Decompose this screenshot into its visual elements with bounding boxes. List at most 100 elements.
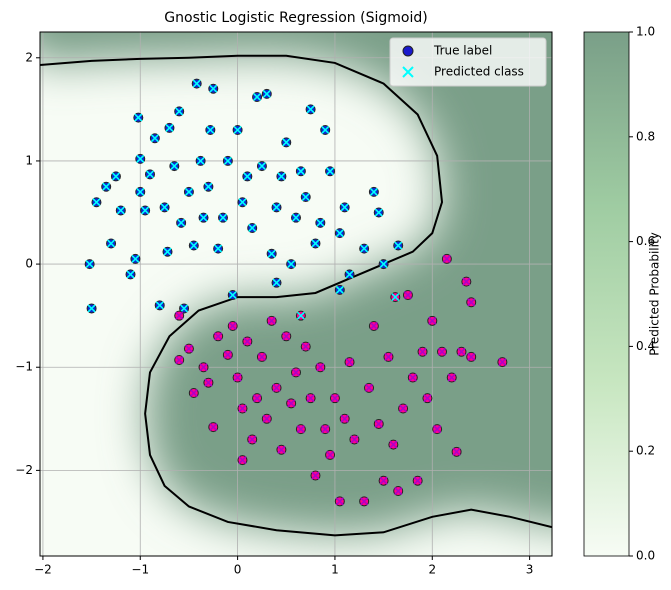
predicted-class-marker bbox=[301, 192, 310, 202]
colorbar bbox=[583, 31, 630, 557]
predicted-class-marker bbox=[243, 337, 252, 346]
legend-label: Predicted class bbox=[434, 65, 524, 79]
predicted-class-marker bbox=[413, 476, 422, 485]
predicted-class-marker bbox=[175, 355, 184, 365]
predicted-class-marker bbox=[145, 170, 155, 179]
predicted-class-marker bbox=[282, 138, 291, 147]
legend-marker bbox=[402, 45, 414, 57]
predicted-class-marker bbox=[326, 167, 335, 176]
predicted-class-marker bbox=[177, 218, 186, 227]
colorbar-tick-label: 0.6 bbox=[636, 234, 655, 248]
predicted-class-marker bbox=[192, 79, 201, 88]
predicted-class-marker bbox=[364, 383, 374, 392]
predicted-class-marker bbox=[223, 350, 232, 359]
predicted-class-marker bbox=[87, 304, 96, 313]
predicted-class-marker bbox=[306, 394, 315, 403]
predicted-class-marker bbox=[248, 435, 257, 444]
legend-box bbox=[389, 37, 547, 87]
predicted-class-marker bbox=[447, 373, 456, 382]
predicted-class-marker bbox=[238, 456, 247, 465]
predicted-class-marker bbox=[134, 113, 143, 122]
predicted-class-marker bbox=[262, 414, 271, 423]
predicted-class-marker bbox=[184, 187, 193, 196]
predicted-class-marker bbox=[403, 290, 413, 300]
predicted-class-marker bbox=[204, 378, 213, 387]
predicted-class-marker bbox=[262, 89, 271, 98]
predicted-class-marker bbox=[391, 293, 400, 302]
predicted-class-marker bbox=[170, 162, 179, 171]
predicted-class-marker bbox=[163, 247, 172, 256]
predicted-class-marker bbox=[287, 260, 296, 269]
predicted-class-marker bbox=[136, 154, 145, 163]
predicted-class-marker bbox=[374, 419, 383, 429]
predicted-class-marker bbox=[457, 347, 466, 356]
predicted-class-marker bbox=[233, 373, 242, 382]
predicted-class-marker bbox=[282, 332, 291, 341]
predicted-class-marker bbox=[467, 352, 476, 361]
predicted-class-marker bbox=[311, 471, 320, 480]
predicted-class-marker bbox=[394, 241, 403, 250]
predicted-class-marker bbox=[498, 358, 507, 367]
predicted-class-marker bbox=[85, 260, 94, 269]
predicted-class-marker bbox=[433, 425, 442, 434]
predicted-class-marker bbox=[330, 394, 340, 403]
predicted-class-marker bbox=[141, 206, 150, 215]
predicted-class-marker bbox=[296, 425, 305, 434]
predicted-class-marker bbox=[257, 162, 266, 171]
predicted-class-marker bbox=[204, 182, 213, 191]
probability-field bbox=[40, 32, 552, 536]
predicted-class-marker bbox=[316, 218, 325, 227]
predicted-class-marker bbox=[379, 476, 388, 485]
predicted-class-marker bbox=[136, 187, 145, 196]
predicted-class-marker bbox=[165, 123, 174, 132]
predicted-class-marker bbox=[223, 156, 232, 166]
predicted-class-marker bbox=[243, 172, 252, 181]
predicted-class-marker bbox=[462, 277, 471, 286]
y-tick-label: 2 bbox=[25, 50, 33, 64]
predicted-class-marker bbox=[291, 213, 301, 222]
predicted-class-marker bbox=[291, 368, 301, 377]
predicted-class-marker bbox=[379, 260, 388, 269]
predicted-class-marker bbox=[321, 125, 330, 135]
colorbar-tick-label: 0.4 bbox=[636, 339, 655, 353]
predicted-class-marker bbox=[228, 321, 237, 331]
chart-title: Gnostic Logistic Regression (Sigmoid) bbox=[164, 10, 427, 26]
predicted-class-marker bbox=[218, 213, 228, 222]
predicted-class-marker bbox=[175, 107, 184, 116]
predicted-class-marker bbox=[326, 450, 335, 459]
legend-label: True label bbox=[433, 44, 492, 58]
predicted-class-marker bbox=[418, 347, 427, 356]
x-tick-label: −1 bbox=[131, 563, 149, 577]
predicted-class-marker bbox=[175, 311, 184, 320]
predicted-class-marker bbox=[92, 198, 101, 207]
predicted-class-marker bbox=[340, 203, 349, 212]
predicted-class-marker bbox=[189, 241, 198, 250]
predicted-class-marker bbox=[369, 321, 378, 331]
y-tick-label: 0 bbox=[25, 257, 33, 271]
predicted-class-marker bbox=[106, 239, 116, 248]
predicted-class-marker bbox=[360, 244, 369, 253]
predicted-class-marker bbox=[311, 239, 320, 248]
predicted-class-marker bbox=[126, 270, 135, 279]
predicted-class-marker bbox=[214, 332, 223, 341]
predicted-class-marker bbox=[384, 352, 393, 361]
predicted-class-marker bbox=[316, 363, 325, 372]
predicted-class-marker bbox=[335, 229, 344, 238]
predicted-class-marker bbox=[408, 373, 417, 382]
x-tick-label: 0 bbox=[234, 563, 242, 577]
predicted-class-marker bbox=[350, 435, 359, 444]
predicted-class-marker bbox=[209, 84, 218, 93]
predicted-class-marker bbox=[369, 187, 378, 196]
predicted-class-marker bbox=[111, 172, 120, 181]
predicted-class-marker bbox=[233, 125, 242, 135]
predicted-class-marker bbox=[345, 270, 354, 279]
predicted-class-marker bbox=[196, 156, 205, 166]
predicted-class-marker bbox=[199, 213, 208, 222]
predicted-class-marker bbox=[267, 249, 276, 258]
plot-area bbox=[40, 32, 552, 556]
colorbar-tick-label: 0.0 bbox=[636, 549, 655, 563]
predicted-class-marker bbox=[374, 208, 383, 217]
predicted-class-marker bbox=[394, 486, 403, 496]
predicted-class-marker bbox=[199, 363, 208, 372]
